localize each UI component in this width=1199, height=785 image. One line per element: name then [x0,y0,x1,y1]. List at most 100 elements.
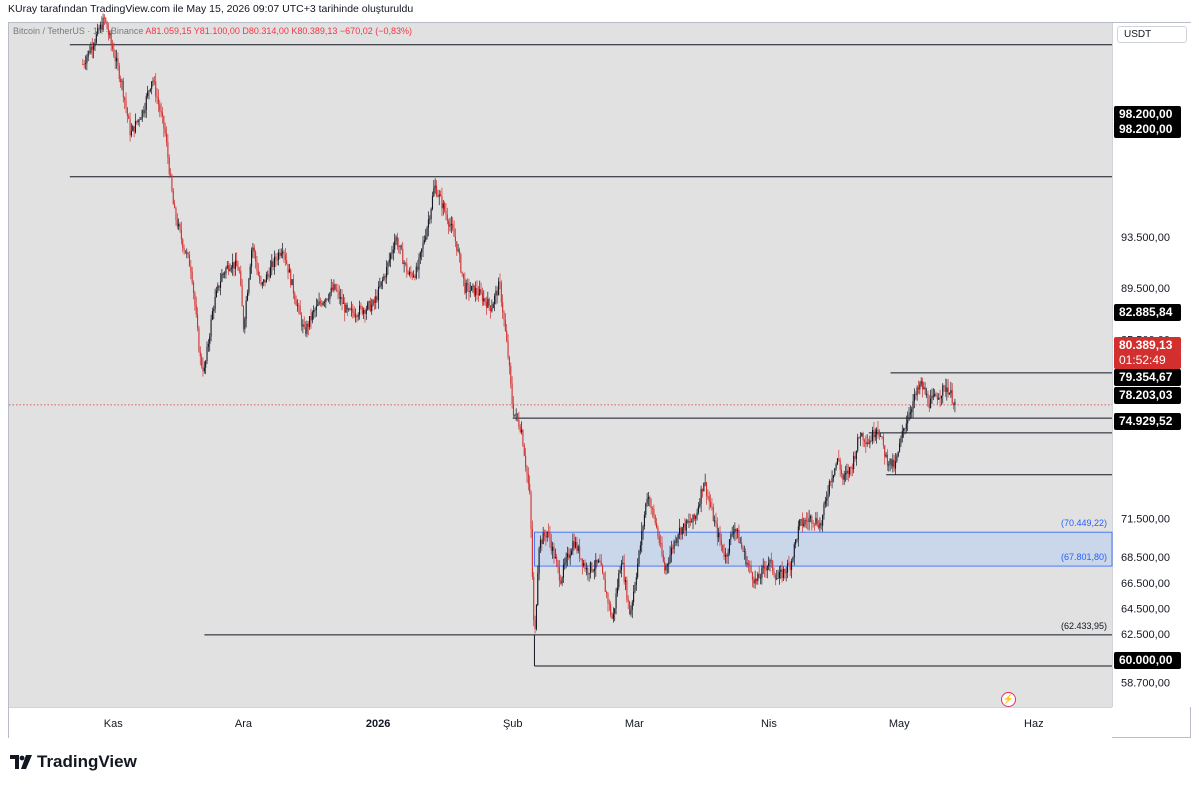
candle-body [129,118,131,136]
candle-body [437,195,439,197]
candle-body [188,254,191,267]
candle-body [653,508,655,516]
candle-body [86,56,88,64]
candle-body [124,97,126,101]
candle-body [292,279,294,294]
candle-body [654,515,656,524]
candle-body [707,496,709,498]
candle-body [496,290,498,296]
price-tick-label: 68.500,00 [1121,552,1170,564]
price-badge-high: 82.885,84 [1114,304,1181,321]
candle-body [631,602,633,610]
candle-body [692,514,694,522]
candle-body [175,208,177,220]
candle-body [580,558,582,560]
fib-zone [534,531,1113,567]
candle-body [629,601,631,615]
candle-body [117,58,119,66]
candle-body [278,252,280,260]
candle-body [865,441,867,445]
candle-body [602,565,604,573]
candle-body [426,227,428,237]
candle-body [325,298,327,303]
candle-body [575,542,577,548]
candle-body [668,562,670,565]
candle-body [180,229,182,240]
candle-body [820,522,822,526]
time-axis[interactable] [9,707,1112,738]
candle-body [920,380,922,385]
candle-body [141,110,143,119]
time-tick-label: Haz [1024,718,1044,730]
candle-body [901,430,903,439]
candle-body [361,306,363,314]
candle-body [809,516,812,519]
symbol-legend[interactable]: Bitcoin / TetherUS · 1h · Binance A81.05… [13,26,412,36]
candle-body [462,273,465,279]
candle-body [872,429,874,442]
candle-body [780,569,782,572]
candle-body [917,387,920,390]
candle-body [356,315,358,317]
candle-body [529,484,531,493]
candle-body [724,554,726,557]
candle-body [896,455,898,462]
candle-body [858,437,860,439]
candle-body [596,559,598,563]
candle-body [542,532,544,545]
candle-body [573,541,575,548]
candle-body [375,296,377,303]
time-tick-label: 2026 [366,718,390,730]
candle-body [494,295,496,304]
lightning-icon[interactable]: ⚡ [1001,692,1016,707]
candle-body [792,557,794,561]
candle-body [222,273,224,275]
candle-body [458,249,461,255]
candle-body [340,297,342,299]
plot-area[interactable] [9,23,1112,707]
candle-body [930,398,932,409]
candle-body [214,296,216,310]
candle-body [705,482,708,497]
candle-body [483,298,485,302]
candle-body [467,282,469,285]
candle-body [927,393,929,404]
symbol-name[interactable]: Bitcoin / TetherUS · 1h · Binance [13,26,144,36]
currency-selector[interactable]: USDT [1117,26,1187,43]
candle-body [699,503,701,507]
candle-body [303,324,305,328]
candle-body [299,306,301,315]
candle-body [503,312,505,320]
candle-body [615,593,617,609]
candle-body [342,302,344,304]
candle-body [912,401,914,410]
candle-body [816,518,818,526]
candle-body [381,279,384,282]
candle-body [946,387,948,393]
candle-body [103,17,105,19]
candle-body [512,404,515,416]
candle-body [934,393,936,396]
candle-body [417,266,419,270]
candle-body [661,543,663,555]
candle-body [209,336,211,345]
candle-body [543,532,546,537]
candle-body [831,478,833,483]
candle-body [404,262,407,264]
candle-body [257,270,259,276]
candle-body [133,126,135,133]
candle-body [218,285,220,288]
candle-body [241,285,243,307]
candle-body [932,395,934,397]
tradingview-logo[interactable]: TradingView [10,752,137,772]
candle-body [581,558,583,566]
candle-body [422,242,424,249]
candle-body [614,608,616,614]
candle-body [939,397,941,399]
candle-body [121,80,123,82]
candle-body [539,539,542,549]
candle-body [938,397,940,400]
candle-body [857,437,859,451]
fib-label-bottom: (67.801,80) [1061,552,1107,562]
candle-body [230,267,232,269]
